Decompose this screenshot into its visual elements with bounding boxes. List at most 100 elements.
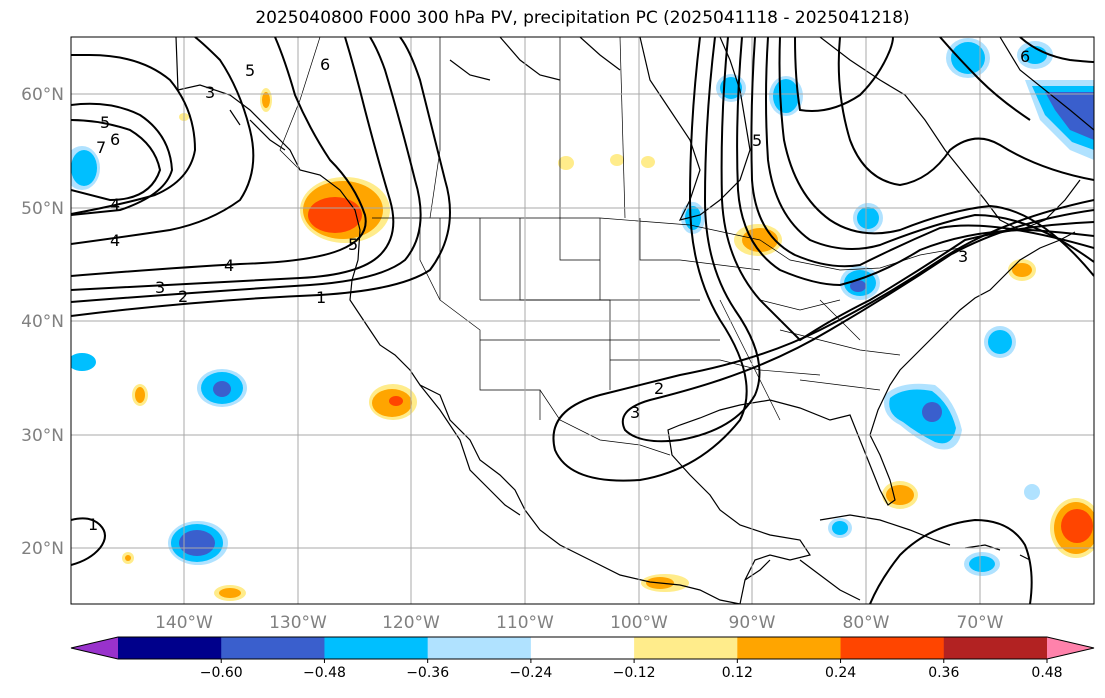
precip-patch bbox=[889, 389, 956, 444]
contour-label: 1 bbox=[316, 288, 326, 307]
lat-label: 30°N bbox=[21, 426, 64, 446]
colorbar-outline bbox=[70, 636, 1095, 660]
contour-label: 3 bbox=[630, 403, 640, 422]
pv-contour-21 bbox=[71, 517, 106, 566]
pv-contour-7 bbox=[71, 119, 162, 202]
precip-patch bbox=[886, 485, 914, 505]
pv-contour-20 bbox=[869, 518, 1033, 604]
pv-contour-5 bbox=[71, 37, 255, 245]
contour-label: 2 bbox=[178, 287, 188, 306]
colorbar-segment bbox=[324, 637, 429, 659]
precip-patch bbox=[922, 402, 942, 422]
colorbar-tick-label: −0.48 bbox=[303, 665, 346, 681]
precip-patch bbox=[179, 530, 215, 556]
contour-label: 5 bbox=[752, 131, 762, 150]
pv-contour-6 bbox=[71, 54, 197, 215]
precip-patch bbox=[1012, 263, 1032, 277]
contour-label: 2 bbox=[654, 379, 664, 398]
contour-label: 1 bbox=[88, 515, 98, 534]
pv-contour-2 bbox=[71, 37, 422, 303]
lon-label: 100°W bbox=[610, 613, 668, 633]
lat-label: 50°N bbox=[21, 199, 64, 219]
contour-label: 5 bbox=[100, 113, 110, 132]
colorbar: −0.60 −0.48 −0.36 −0.24 −0.12 0.12 0.24 0.36 0.4… bbox=[70, 636, 1095, 681]
lon-label: 140°W bbox=[155, 613, 213, 633]
precip-patch bbox=[641, 156, 655, 168]
pv-contours bbox=[71, 37, 1094, 604]
lat-label: 40°N bbox=[21, 312, 64, 332]
lon-label: 130°W bbox=[269, 613, 327, 633]
contour-label: 6 bbox=[110, 130, 120, 149]
precip-patch bbox=[262, 92, 270, 108]
contour-label: 5 bbox=[245, 61, 255, 80]
precip-patch bbox=[1045, 92, 1094, 140]
lon-label: 120°W bbox=[382, 613, 440, 633]
colorbar-extend-min bbox=[71, 637, 118, 659]
contour-label: 4 bbox=[224, 256, 234, 275]
colorbar-tick-label: −0.60 bbox=[200, 665, 243, 681]
precip-patch bbox=[951, 42, 985, 74]
pv-contour-8 bbox=[71, 102, 174, 216]
graticule bbox=[71, 37, 1094, 604]
colorbar-segment bbox=[427, 637, 532, 659]
precip-patch bbox=[125, 555, 131, 561]
precip-patch bbox=[1024, 484, 1040, 500]
pv-contour-15 bbox=[778, 37, 1094, 277]
colorbar-segment bbox=[118, 637, 222, 659]
colorbar-tick-label: 0.48 bbox=[1031, 665, 1062, 681]
colorbar-tick-label: −0.24 bbox=[509, 665, 552, 681]
contour-label: 3 bbox=[958, 247, 968, 266]
pv-contour-13 bbox=[750, 37, 1094, 268]
colorbar-segment bbox=[221, 637, 325, 659]
pv-contour-14 bbox=[765, 37, 1094, 263]
contour-labels: 5 6 3 5 6 7 4 4 4 3 2 1 5 3 2 3 6 5 1 bbox=[88, 47, 1030, 534]
lon-label: 110°W bbox=[496, 613, 554, 633]
lon-label: 70°W bbox=[957, 613, 1004, 633]
contour-label: 5 bbox=[348, 235, 358, 254]
pv-contour-12 bbox=[736, 37, 1094, 287]
colorbar-tick-label: 0.24 bbox=[825, 665, 856, 681]
pv-contour-18 bbox=[939, 37, 1031, 121]
lat-label: 20°N bbox=[21, 539, 64, 559]
pv-contour-11 bbox=[720, 37, 1094, 342]
pv-contour-1 bbox=[71, 37, 451, 317]
colorbar-segment bbox=[840, 637, 945, 659]
colorbar-segment bbox=[634, 637, 738, 659]
lat-label: 60°N bbox=[21, 85, 64, 105]
pv-contour-16 bbox=[794, 37, 894, 112]
contour-label: 3 bbox=[205, 83, 215, 102]
precip-patch bbox=[773, 79, 799, 113]
pv-contour-9 bbox=[552, 37, 1094, 482]
contour-label: 6 bbox=[1020, 47, 1030, 66]
colorbar-tick-label: 0.36 bbox=[928, 665, 959, 681]
contour-label: 3 bbox=[155, 278, 165, 297]
lon-label: 80°W bbox=[843, 613, 890, 633]
precip-patch bbox=[558, 156, 574, 170]
colorbar-extend-max bbox=[1047, 637, 1094, 659]
precip-patch bbox=[1061, 509, 1093, 543]
contour-label: 4 bbox=[110, 231, 120, 250]
precip-patch bbox=[969, 556, 995, 572]
precip-patch bbox=[857, 207, 879, 229]
colorbar-tick-label: 0.12 bbox=[722, 665, 753, 681]
contour-label: 7 bbox=[96, 138, 106, 157]
precip-patch bbox=[308, 197, 362, 233]
precip-patch bbox=[71, 353, 96, 371]
pv-contour-10 bbox=[621, 37, 1094, 443]
precip-patch bbox=[832, 521, 848, 535]
map-frame bbox=[70, 36, 1095, 605]
precip-patch bbox=[389, 396, 403, 406]
precip-patch bbox=[71, 150, 97, 186]
precip-patch bbox=[135, 387, 145, 403]
pv-contour-17 bbox=[837, 37, 1094, 187]
precip-patch bbox=[219, 588, 241, 598]
pv-contour-19 bbox=[1019, 37, 1094, 63]
map-title: 2025040800 F000 300 hPa PV, precipitatio… bbox=[255, 8, 910, 28]
precip-patch bbox=[213, 381, 231, 397]
lon-label: 90°W bbox=[729, 613, 776, 633]
longitude-labels: 140°W 130°W 120°W 110°W 100°W 90°W 80°W … bbox=[155, 613, 1004, 633]
contour-label: 6 bbox=[320, 55, 330, 74]
precip-patch bbox=[850, 280, 866, 292]
colorbar-tick-label: −0.12 bbox=[613, 665, 656, 681]
